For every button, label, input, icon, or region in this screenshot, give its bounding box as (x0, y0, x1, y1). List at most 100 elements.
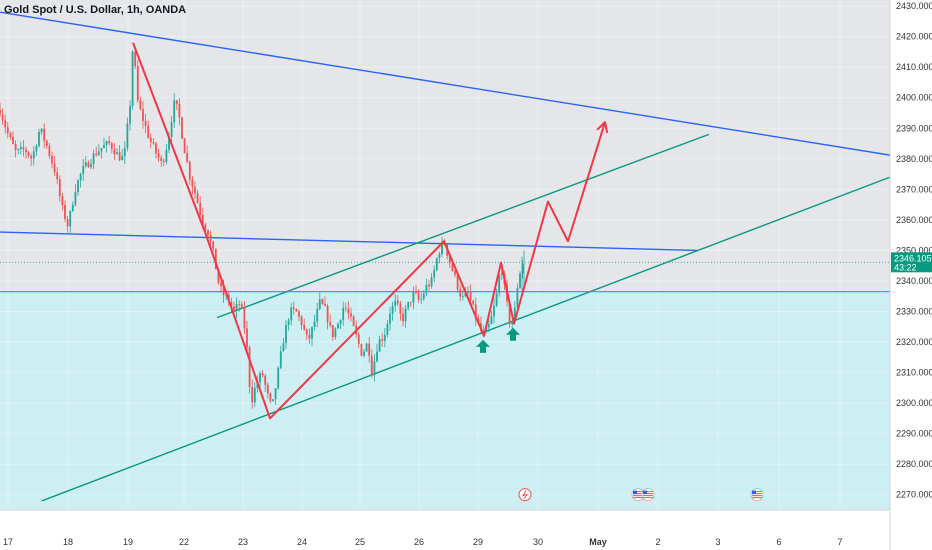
candle-body (363, 351, 365, 356)
candle-body (277, 367, 280, 389)
candle-body (508, 301, 511, 325)
y-tick-label: 2370.000 (896, 184, 932, 194)
x-tick-label: 30 (533, 537, 543, 547)
candle-body (285, 324, 287, 344)
candle-body (516, 288, 519, 308)
candle-body (329, 321, 332, 326)
candle-body (103, 144, 105, 149)
candle-body (415, 291, 417, 293)
candle-body (17, 149, 20, 151)
y-tick-label: 2330.000 (896, 306, 932, 316)
candle-body (407, 301, 410, 309)
candle-body (134, 51, 137, 67)
y-tick-label: 2350.000 (896, 245, 932, 255)
candle-body (84, 162, 87, 166)
candle-body (53, 163, 56, 173)
candle-body (235, 304, 238, 310)
candle-body (144, 120, 147, 126)
candle-body (498, 274, 501, 294)
candle-body (347, 308, 350, 314)
candle-body (38, 132, 40, 147)
candle-body (324, 303, 326, 306)
candle-body (337, 323, 339, 329)
y-tick-label: 2400.000 (896, 93, 932, 103)
x-tick-label: 23 (238, 537, 248, 547)
candle-body (116, 152, 118, 155)
candle-body (433, 269, 436, 278)
candle-body (40, 128, 43, 133)
candle-body (334, 328, 337, 338)
candle-body (27, 152, 30, 156)
y-tick-label: 2290.000 (896, 429, 932, 439)
candle-body (487, 324, 490, 328)
y-tick-label: 2360.000 (896, 215, 932, 225)
candle-body (61, 195, 64, 205)
candle-body (136, 66, 139, 101)
candle-body (519, 273, 521, 289)
candle-body (142, 109, 144, 121)
candle-body (246, 328, 248, 348)
candle-body (149, 137, 152, 143)
candle-body (467, 292, 469, 293)
candle-body (290, 307, 293, 321)
candle-body (168, 136, 170, 150)
candle-body (282, 343, 285, 352)
candle-body (308, 334, 311, 339)
candle-body (292, 307, 295, 309)
candle-body (412, 291, 415, 303)
candle-body (391, 305, 394, 314)
y-tick-label: 2380.000 (896, 154, 932, 164)
candle-body (396, 300, 399, 304)
candle-body (6, 127, 9, 134)
candle-body (147, 125, 150, 138)
candle-body (217, 269, 220, 283)
candle-body (365, 343, 368, 352)
candle-body (370, 355, 373, 376)
x-tick-label: 3 (715, 537, 720, 547)
candle-body (162, 160, 165, 162)
candle-body (220, 282, 222, 287)
overlay-drawings (132, 42, 764, 502)
candle-body (311, 327, 313, 339)
chart-background (0, 0, 890, 510)
candle-body (1, 114, 4, 121)
price-axis-panel (890, 0, 932, 550)
candle-body (178, 103, 181, 118)
candle-body (238, 304, 241, 305)
candle-body (56, 172, 59, 180)
x-tick-label: May (589, 537, 607, 547)
y-tick-label: 2430.000 (896, 1, 932, 11)
candle-body (22, 147, 25, 150)
candle-body (469, 292, 472, 301)
candle-body (19, 147, 22, 150)
candle-body (155, 143, 157, 154)
candle-body (77, 180, 79, 193)
candle-body (181, 117, 183, 139)
candle-body (183, 138, 186, 154)
candle-body (204, 224, 207, 231)
candle-body (48, 145, 51, 156)
candle-body (175, 100, 178, 104)
candle-body (139, 100, 142, 110)
descending-trendline-top (0, 11, 932, 163)
y-tick-label: 2300.000 (896, 398, 932, 408)
candle-body (82, 165, 85, 174)
candle-body (131, 51, 134, 107)
flag-canton (643, 490, 647, 495)
candle-body (201, 215, 204, 225)
drawings (0, 11, 932, 502)
candle-body (251, 386, 254, 403)
candle-body (160, 157, 163, 161)
candle-body (212, 241, 215, 249)
candle-body (331, 325, 334, 338)
x-tick-label: 2 (655, 537, 660, 547)
candle-body (474, 304, 477, 319)
candle-body (404, 308, 407, 322)
candle-body (74, 192, 77, 205)
candle-body (417, 292, 420, 300)
candle-body (157, 153, 160, 158)
candle-body (316, 308, 319, 322)
candle-body (383, 334, 386, 341)
candle-body (394, 300, 397, 306)
